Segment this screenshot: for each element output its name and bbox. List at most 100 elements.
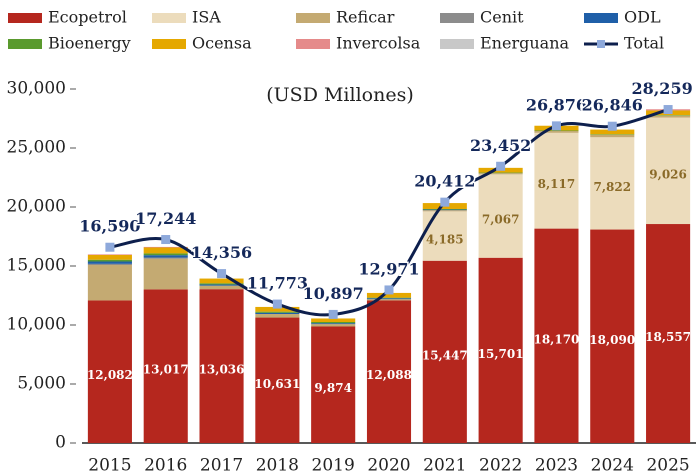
annotation: (USD Millones) [266, 84, 413, 106]
segment-label: 9,874 [314, 381, 352, 395]
bar-segment [366, 300, 412, 443]
bar-segment [87, 261, 132, 264]
total-marker [440, 197, 450, 207]
legend-label: ODL [624, 8, 661, 27]
legend-swatch [440, 13, 474, 23]
bar-segment [87, 263, 132, 266]
x-tick-label: 2015 [88, 456, 131, 476]
total-label: 20,412 [414, 172, 475, 191]
total-label: 14,356 [191, 243, 252, 262]
bar-segment [311, 326, 356, 443]
segment-label: 13,017 [143, 363, 189, 377]
total-label: 17,244 [135, 209, 196, 228]
total-label: 12,971 [358, 259, 419, 278]
total-marker [105, 242, 115, 252]
legend-label: Cenit [480, 8, 524, 27]
legend-swatch [152, 13, 186, 23]
legend-swatch [440, 39, 474, 49]
bar-segment [478, 257, 523, 443]
bar-segment [478, 173, 523, 175]
bar-segment [590, 134, 635, 138]
legend-label: Reficar [336, 8, 395, 27]
y-tick-label: 25,000 [7, 138, 66, 158]
total-label: 26,846 [582, 96, 643, 115]
x-tick-label: 2016 [144, 456, 187, 476]
bar-segment [534, 131, 579, 133]
bar-segment [534, 130, 579, 132]
segment-label: 13,036 [199, 363, 245, 377]
legend-swatch [296, 39, 330, 49]
segment-label: 18,090 [589, 333, 635, 347]
bar-segment [646, 115, 691, 118]
bar-segment [646, 115, 691, 116]
bar-segment [646, 224, 691, 443]
bar-segment [143, 258, 188, 290]
bar-segment [311, 322, 356, 324]
bar-segment [366, 297, 412, 299]
bar-segment [422, 210, 467, 212]
bar-segment [422, 260, 467, 443]
segment-label: 12,088 [366, 368, 412, 382]
bar-segment [366, 298, 412, 300]
total-label: 10,897 [303, 284, 364, 303]
bar-segment [87, 265, 132, 301]
bar-segment [143, 255, 188, 258]
y-tick-label: 5,000 [17, 374, 66, 394]
bar-segment [590, 229, 635, 443]
legend-label: ISA [192, 8, 221, 27]
bar-segment [255, 312, 300, 315]
x-tick-label: 2018 [256, 456, 299, 476]
legend-swatch [296, 13, 330, 23]
total-marker [496, 161, 506, 171]
x-tick-label: 2019 [312, 456, 355, 476]
legend-marker [597, 40, 605, 48]
bar-segment [590, 129, 635, 135]
segment-label: 12,082 [87, 368, 133, 382]
bar-segment [255, 317, 300, 443]
segment-label: 10,631 [254, 377, 300, 391]
bar-segment [87, 255, 132, 260]
total-marker [384, 285, 394, 295]
total-label: 11,773 [247, 274, 308, 293]
y-tick-label: 10,000 [7, 315, 66, 335]
bar-segment [87, 254, 132, 256]
bar-segment [646, 117, 691, 225]
total-marker [551, 121, 561, 131]
total-marker [328, 309, 338, 319]
total-marker [607, 121, 617, 131]
segment-label: 18,170 [533, 332, 579, 346]
segment-label: 4,185 [426, 233, 464, 247]
legend-label: Bioenergy [48, 34, 131, 53]
bar-segment [143, 289, 188, 443]
legend-label: Ocensa [192, 34, 252, 53]
y-tick-label: 15,000 [7, 256, 66, 276]
bar-segment [422, 209, 467, 211]
bar-segment [87, 300, 132, 443]
legend-swatch [584, 13, 618, 23]
segment-label: 9,026 [649, 167, 687, 181]
bar-segment [478, 174, 523, 258]
total-marker [663, 105, 673, 115]
legend-swatch [8, 13, 42, 23]
total-label: 16,590 [79, 217, 140, 236]
bar-segment [366, 292, 412, 298]
total-label: 26,876 [526, 95, 587, 114]
y-tick-label: 20,000 [7, 197, 66, 217]
total-label: 28,259 [631, 79, 692, 98]
total-marker [161, 235, 171, 245]
bar-segment [311, 318, 356, 323]
legend-label: Energuana [480, 34, 569, 53]
y-tick-label: 0 [55, 433, 66, 453]
x-tick-label: 2020 [367, 456, 410, 476]
bar-segment [422, 211, 467, 261]
bar-segment [143, 246, 188, 248]
bar-segment [590, 137, 635, 230]
segment-label: 15,447 [422, 348, 468, 362]
bar-segment [311, 324, 356, 327]
bar-segment [255, 311, 300, 313]
legend-swatch [8, 39, 42, 49]
legend-label: Ecopetrol [48, 8, 127, 27]
bar-segment [199, 284, 244, 286]
x-tick-label: 2023 [535, 456, 578, 476]
